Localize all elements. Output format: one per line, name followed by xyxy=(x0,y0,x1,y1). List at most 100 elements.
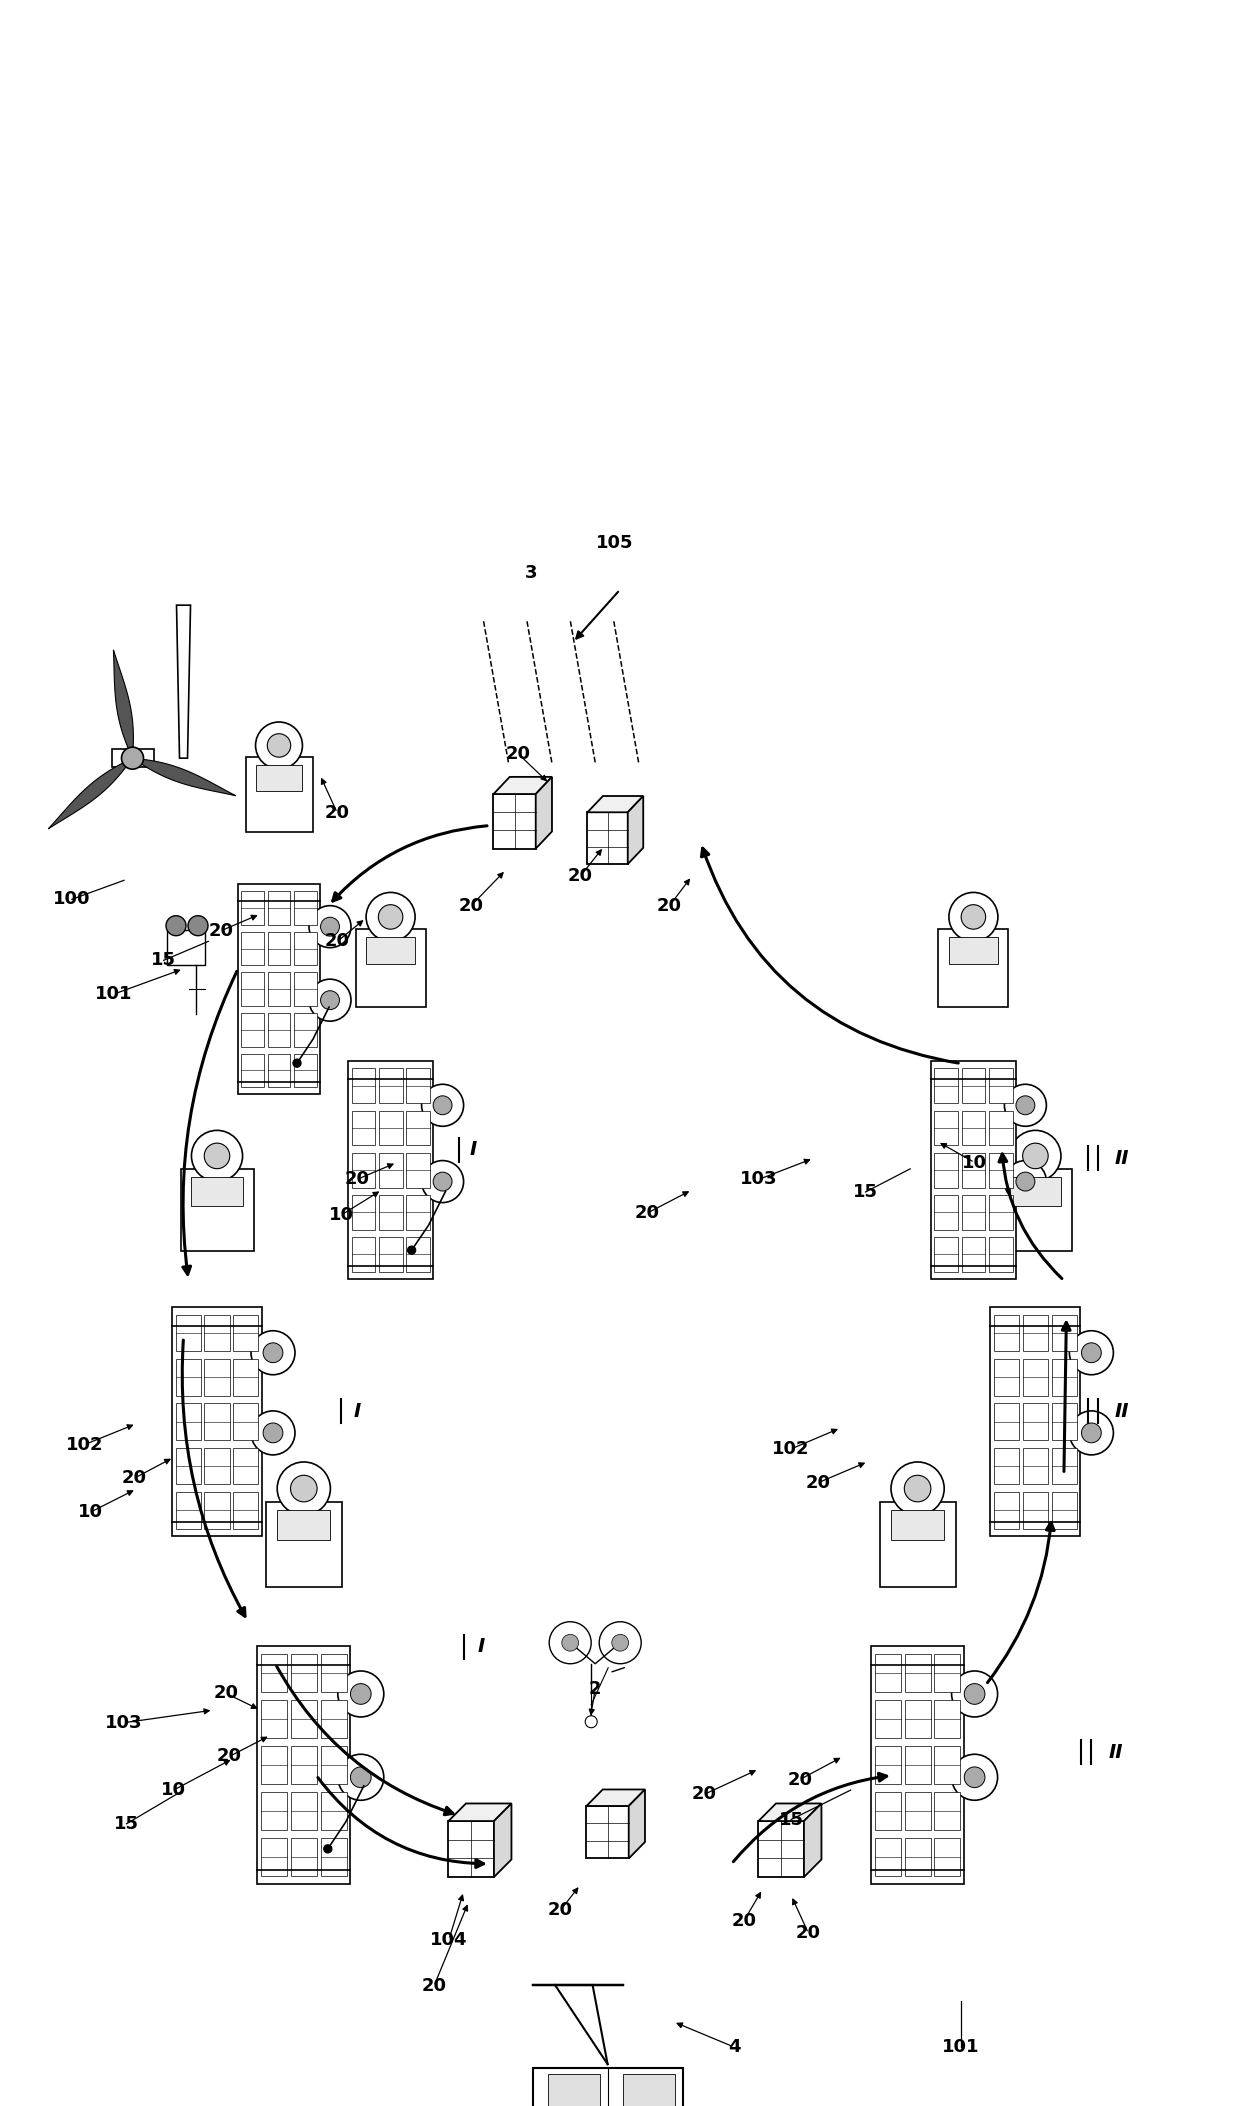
Circle shape xyxy=(549,1622,591,1664)
Bar xyxy=(405,1110,430,1146)
Bar xyxy=(879,1502,956,1586)
Circle shape xyxy=(599,1622,641,1664)
Bar xyxy=(870,1647,965,1885)
Text: 20: 20 xyxy=(635,1205,660,1221)
Bar xyxy=(905,1700,930,1737)
Bar xyxy=(258,1647,351,1885)
Text: II: II xyxy=(1115,1148,1130,1169)
Bar xyxy=(875,1746,900,1784)
Text: 20: 20 xyxy=(506,746,531,762)
Text: 20: 20 xyxy=(657,897,682,914)
Bar xyxy=(356,929,425,1007)
Circle shape xyxy=(422,1085,464,1127)
Bar xyxy=(1009,1177,1061,1205)
Bar xyxy=(176,1447,201,1485)
Bar xyxy=(961,1236,986,1272)
Bar xyxy=(378,1068,403,1104)
Polygon shape xyxy=(449,1803,511,1822)
Bar xyxy=(905,1746,930,1784)
Bar xyxy=(320,1792,346,1830)
Circle shape xyxy=(892,1462,944,1514)
Bar xyxy=(548,2074,600,2106)
Bar xyxy=(294,891,316,925)
Bar xyxy=(176,1314,201,1352)
Bar xyxy=(238,885,320,1095)
Bar xyxy=(378,1152,403,1188)
Bar xyxy=(205,1491,229,1529)
Text: 20: 20 xyxy=(732,1912,756,1929)
Polygon shape xyxy=(494,777,552,794)
Circle shape xyxy=(250,1411,295,1455)
Circle shape xyxy=(422,1160,464,1203)
Bar xyxy=(961,1110,986,1146)
Circle shape xyxy=(337,1670,384,1716)
Bar xyxy=(1052,1491,1076,1529)
Text: I: I xyxy=(477,1636,485,1657)
Bar xyxy=(935,1792,960,1830)
Circle shape xyxy=(433,1173,453,1192)
Bar xyxy=(233,1403,258,1441)
Polygon shape xyxy=(759,1803,821,1822)
Bar xyxy=(176,1403,201,1441)
Polygon shape xyxy=(494,1803,511,1876)
Circle shape xyxy=(293,1059,301,1068)
Bar xyxy=(242,1053,264,1087)
Bar xyxy=(988,1236,1013,1272)
Circle shape xyxy=(904,1476,931,1502)
Bar xyxy=(934,1236,959,1272)
Bar xyxy=(961,1068,986,1104)
Polygon shape xyxy=(536,777,552,849)
Text: 20: 20 xyxy=(787,1771,812,1788)
Circle shape xyxy=(1023,1144,1048,1169)
Bar xyxy=(351,1194,376,1230)
Text: 20: 20 xyxy=(459,897,484,914)
Text: 102: 102 xyxy=(66,1436,103,1453)
Bar xyxy=(181,1169,253,1251)
Bar xyxy=(351,1068,376,1104)
Polygon shape xyxy=(133,758,236,796)
Circle shape xyxy=(122,748,144,769)
Bar xyxy=(378,1110,403,1146)
Bar xyxy=(622,2074,675,2106)
Circle shape xyxy=(250,1331,295,1375)
Bar xyxy=(348,1061,433,1278)
Circle shape xyxy=(366,893,415,941)
Bar xyxy=(320,1746,346,1784)
Bar xyxy=(934,1194,959,1230)
Bar xyxy=(875,1839,900,1876)
Circle shape xyxy=(433,1095,453,1114)
Bar xyxy=(935,1700,960,1737)
Circle shape xyxy=(611,1634,629,1651)
Bar xyxy=(1052,1314,1076,1352)
Circle shape xyxy=(1081,1344,1101,1363)
Circle shape xyxy=(337,1754,384,1801)
Circle shape xyxy=(205,1144,229,1169)
Polygon shape xyxy=(176,604,191,758)
Text: 10: 10 xyxy=(78,1504,103,1521)
Bar xyxy=(905,1839,930,1876)
Bar xyxy=(290,1839,317,1876)
Bar xyxy=(999,1169,1071,1251)
Text: 20: 20 xyxy=(548,1902,573,1919)
Bar xyxy=(233,1447,258,1485)
Bar xyxy=(205,1403,229,1441)
Bar xyxy=(994,1491,1019,1529)
Bar xyxy=(268,973,290,1007)
Circle shape xyxy=(166,916,186,935)
Bar xyxy=(268,1053,290,1087)
Bar xyxy=(1052,1358,1076,1396)
Polygon shape xyxy=(587,1790,645,1807)
Bar xyxy=(112,750,154,767)
Text: 20: 20 xyxy=(325,933,350,950)
Bar xyxy=(167,929,205,965)
Bar xyxy=(205,1358,229,1396)
Bar xyxy=(1052,1447,1076,1485)
Circle shape xyxy=(1016,1173,1035,1192)
Bar xyxy=(931,1061,1016,1278)
Bar xyxy=(233,1358,258,1396)
Bar xyxy=(265,1502,342,1586)
Text: 15: 15 xyxy=(151,952,176,969)
Bar xyxy=(405,1152,430,1188)
Bar xyxy=(875,1700,900,1737)
Bar xyxy=(176,1358,201,1396)
